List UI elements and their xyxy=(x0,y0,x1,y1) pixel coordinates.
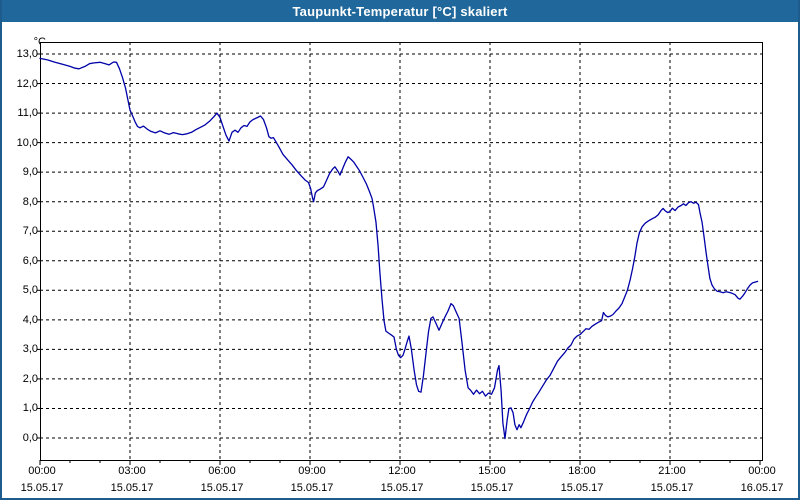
x-tick-time-label: 06:00 xyxy=(208,465,236,477)
x-tick-date-label: 16.05.17 xyxy=(740,482,784,494)
window-titlebar: Taupunkt-Temperatur [°C] skaliert xyxy=(2,0,798,22)
y-tick-label: 6,0 xyxy=(22,254,38,267)
y-tick-label: 12,0 xyxy=(16,77,38,90)
x-tick-date-label: 15.05.17 xyxy=(470,482,514,494)
y-tick-label: 7,0 xyxy=(22,225,38,238)
x-tick-date-label: 15.05.17 xyxy=(200,482,244,494)
x-tick-date-label: 15.05.17 xyxy=(290,482,334,494)
plot-area xyxy=(40,42,763,461)
chart-canvas xyxy=(37,42,762,465)
y-tick-label: 10,0 xyxy=(16,136,38,149)
x-tick-date-label: 15.05.17 xyxy=(110,482,154,494)
x-tick-time-label: 03:00 xyxy=(118,465,146,477)
y-tick-label: 11,0 xyxy=(17,107,38,120)
y-tick-label: 0,0 xyxy=(22,432,38,444)
y-tick-label: 8,0 xyxy=(22,195,38,208)
x-tick-time-label: 00:00 xyxy=(748,465,776,477)
x-tick-date-label: 15.05.17 xyxy=(650,482,694,494)
x-tick-time-label: 15:00 xyxy=(478,465,506,477)
y-tick-label: 3,0 xyxy=(22,343,38,356)
x-tick-time-label: 12:00 xyxy=(388,465,416,477)
x-tick-date-label: 15.05.17 xyxy=(380,482,424,494)
y-tick-label: 1,0 xyxy=(22,402,38,415)
y-tick-label: 5,0 xyxy=(22,284,38,297)
x-tick-time-label: 00:00 xyxy=(28,465,56,477)
y-tick-label: 13,0 xyxy=(16,48,38,60)
y-tick-label: 2,0 xyxy=(22,372,38,385)
y-tick-label: 4,0 xyxy=(22,313,38,326)
x-tick-date-label: 15.05.17 xyxy=(20,482,64,494)
x-tick-time-label: 18:00 xyxy=(568,465,596,477)
x-tick-date-label: 15.05.17 xyxy=(560,482,604,494)
x-tick-time-label: 21:00 xyxy=(658,465,686,477)
window-title: Taupunkt-Temperatur [°C] skaliert xyxy=(292,3,508,19)
y-tick-label: 9,0 xyxy=(22,166,38,179)
x-tick-time-label: 09:00 xyxy=(298,465,326,477)
